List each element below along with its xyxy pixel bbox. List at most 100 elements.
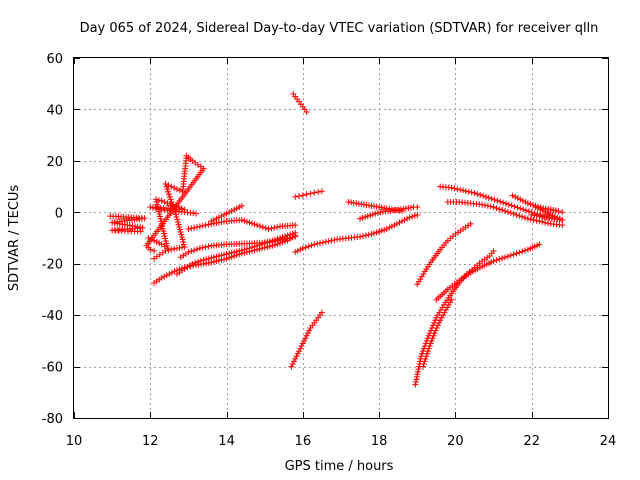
data-point	[188, 225, 195, 232]
data-point	[328, 237, 335, 244]
data-point	[289, 361, 296, 367]
data-point	[480, 192, 487, 199]
data-point	[272, 238, 279, 245]
data-point	[315, 188, 322, 195]
data-point	[150, 204, 157, 211]
data-point	[168, 246, 175, 253]
data-point	[357, 215, 364, 222]
data-point	[259, 224, 266, 231]
data-point	[215, 253, 222, 259]
data-point	[188, 248, 195, 255]
data-point	[271, 224, 278, 231]
data-point	[414, 204, 421, 211]
data-point	[196, 245, 203, 252]
data-point	[424, 348, 431, 355]
y-tick-label: -80	[42, 412, 63, 427]
data-point	[421, 358, 428, 365]
data-point	[401, 217, 408, 223]
data-point	[479, 201, 486, 208]
data-point	[490, 247, 497, 254]
data-point	[520, 206, 527, 213]
data-point	[436, 319, 443, 326]
data-point	[507, 252, 514, 259]
data-point	[153, 196, 160, 203]
data-point	[292, 249, 299, 256]
y-tick-label: -60	[42, 361, 63, 376]
data-point	[465, 188, 472, 195]
data-point	[542, 219, 549, 226]
data-point	[441, 309, 448, 316]
data-point	[445, 301, 452, 308]
data-point	[156, 240, 163, 247]
data-point	[454, 186, 461, 193]
data-point	[388, 223, 395, 230]
data-point	[524, 200, 531, 207]
data-point	[457, 186, 464, 193]
data-point	[364, 213, 371, 220]
data-point	[262, 225, 269, 232]
data-point	[433, 325, 440, 331]
data-point	[524, 215, 531, 222]
data-point	[158, 197, 165, 204]
data-point	[539, 218, 546, 225]
data-point	[427, 340, 434, 347]
data-point	[513, 250, 520, 257]
data-point	[185, 226, 192, 232]
data-point	[468, 189, 475, 196]
y-axis-label: SDTVAR / TECUs	[7, 185, 22, 292]
data-point	[418, 353, 425, 360]
data-point	[490, 204, 497, 211]
data-point	[243, 245, 250, 252]
data-points	[107, 91, 566, 388]
data-point	[482, 193, 489, 200]
data-point	[369, 211, 376, 218]
data-point	[306, 327, 313, 334]
data-point	[462, 188, 469, 195]
data-point	[467, 220, 474, 227]
data-point	[202, 222, 209, 229]
data-point	[527, 201, 534, 208]
data-point	[488, 195, 495, 202]
data-point	[415, 366, 422, 373]
data-point	[161, 273, 168, 280]
data-point	[238, 217, 245, 223]
data-point	[228, 208, 235, 214]
x-tick-label: 16	[295, 434, 312, 449]
data-point	[511, 203, 518, 210]
data-point	[536, 218, 543, 225]
data-point	[251, 221, 258, 228]
data-point	[208, 254, 215, 261]
data-point	[367, 212, 374, 219]
y-tick-label: 0	[55, 206, 63, 221]
x-tick-label: 24	[600, 434, 617, 449]
data-point	[423, 353, 430, 360]
data-point	[519, 213, 526, 220]
data-point	[299, 192, 306, 199]
data-point	[202, 244, 209, 250]
data-point	[185, 249, 192, 256]
data-point	[292, 233, 299, 240]
data-point	[365, 231, 372, 238]
data-point	[508, 202, 515, 209]
data-point	[277, 236, 284, 243]
data-point	[447, 299, 454, 306]
data-point	[414, 368, 421, 375]
data-point	[431, 330, 438, 337]
data-point	[296, 348, 303, 355]
data-point	[274, 224, 281, 231]
data-point	[432, 327, 439, 334]
data-point	[357, 233, 364, 240]
data-point	[280, 236, 287, 243]
data-point	[213, 253, 220, 260]
data-point	[484, 202, 491, 209]
data-point	[236, 247, 243, 254]
data-point	[448, 296, 455, 303]
data-point	[168, 183, 175, 190]
data-point	[228, 249, 235, 256]
data-point	[362, 214, 369, 220]
data-point	[147, 246, 154, 253]
data-point	[256, 223, 263, 230]
data-point	[404, 215, 411, 222]
x-tick-label: 14	[218, 434, 235, 449]
